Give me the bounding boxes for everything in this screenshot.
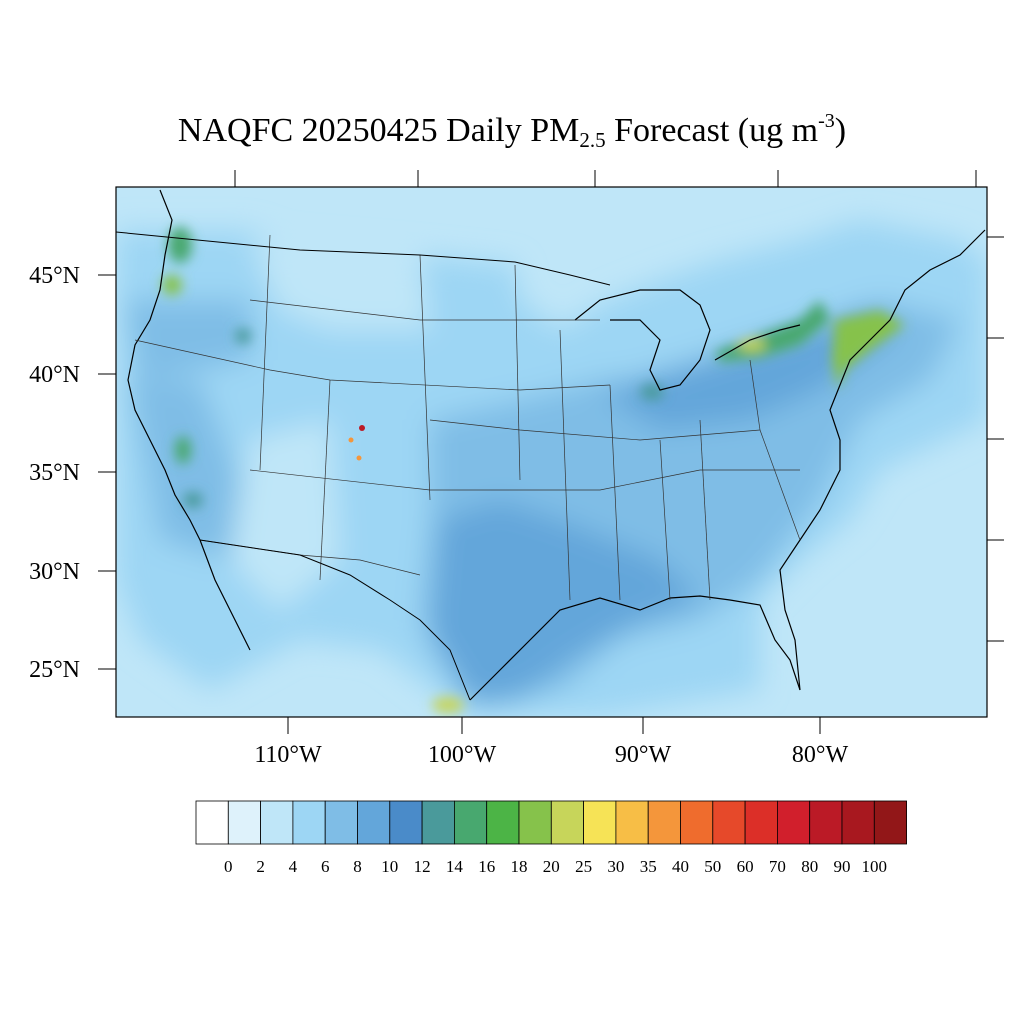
colorbar-swatch xyxy=(647,800,681,845)
colorbar-label: 40 xyxy=(672,857,689,876)
left-ticks xyxy=(98,274,116,670)
colorbar-swatch xyxy=(292,800,326,845)
level-10-field xyxy=(430,500,700,705)
colorbar-label: 100 xyxy=(862,857,888,876)
hotspot-mexico xyxy=(432,697,464,713)
colorbar-label: 60 xyxy=(737,857,754,876)
colorbar-swatch xyxy=(680,800,714,845)
colorbar-swatch xyxy=(486,800,520,845)
coastlines xyxy=(127,189,986,701)
colorbar-swatch xyxy=(809,800,843,845)
colorbar-swatch xyxy=(583,800,617,845)
lon-label-110: 110°W xyxy=(254,742,322,768)
colorbar-label: 50 xyxy=(704,857,721,876)
hotspot-puget-sound xyxy=(168,227,192,263)
colorbar-label: 16 xyxy=(478,857,495,876)
title-middle: Forecast (ug m xyxy=(605,112,819,149)
colorbar-swatch xyxy=(453,800,488,845)
top-ticks xyxy=(234,170,977,187)
hotspot-los-angeles xyxy=(183,492,203,508)
colorbar-label: 10 xyxy=(381,857,398,876)
level-8-california xyxy=(130,380,240,560)
title-prefix: NAQFC 20250425 Daily PM xyxy=(177,112,580,149)
level-10-northeast xyxy=(600,310,900,430)
colorbar-label: 12 xyxy=(414,857,431,876)
great-lakes-shores xyxy=(574,289,711,391)
bottom-ticks xyxy=(287,717,821,734)
level-8-west xyxy=(125,300,250,380)
hotspots xyxy=(162,227,905,713)
colorbar-label: 8 xyxy=(353,857,362,876)
lat-labels: 45°N 40°N 35°N 30°N 25°N xyxy=(29,263,80,683)
colorbar-label: 20 xyxy=(543,857,560,876)
colorbar-label: 2 xyxy=(256,857,265,876)
intl-border xyxy=(116,231,611,701)
state-borders xyxy=(134,234,801,601)
lat-label-40: 40°N xyxy=(29,362,80,388)
colorbar-swatch xyxy=(260,800,294,845)
colorbar-swatch xyxy=(550,800,584,845)
colorbar-label: 6 xyxy=(321,857,330,876)
lon-labels: 110°W 100°W 90°W 80°W xyxy=(254,742,848,768)
pacific-coastline xyxy=(127,189,201,541)
map-title: NAQFC 20250425 Daily PM2.5 Forecast (ug … xyxy=(0,110,1024,152)
colorbar-label: 18 xyxy=(511,857,528,876)
fire-hotspot-3 xyxy=(356,455,362,461)
lon-label-100: 100°W xyxy=(428,742,497,768)
colorbar-swatch xyxy=(324,800,358,845)
title-superscript: -3 xyxy=(818,110,835,132)
colorbar-label: 25 xyxy=(575,857,592,876)
hotspot-central-valley xyxy=(175,436,191,464)
colorbar-swatch xyxy=(389,800,423,845)
right-ticks xyxy=(987,236,1004,642)
colorbar-label: 90 xyxy=(834,857,851,876)
level-4-rockies xyxy=(250,240,430,330)
hotspot-chicago xyxy=(640,384,664,400)
title-suffix: ) xyxy=(834,112,847,149)
colorbar-swatch xyxy=(195,800,229,845)
lon-label-80: 80°W xyxy=(792,742,849,768)
colorbar-label: 0 xyxy=(224,857,233,876)
lat-label-30: 30°N xyxy=(29,559,80,585)
pm25-field xyxy=(116,187,987,717)
colorbar-label: 4 xyxy=(289,857,298,876)
fire-hotspot-2 xyxy=(348,437,354,443)
colorbar-swatch xyxy=(357,800,391,845)
colorbar-swatch xyxy=(777,800,811,845)
colorbar-swatch xyxy=(712,800,746,845)
colorbar-label: 14 xyxy=(446,857,464,876)
level-4-southwest xyxy=(230,420,340,610)
hotspot-lake-erie xyxy=(738,339,766,351)
baja-coast xyxy=(199,539,251,651)
colorbar-label: 35 xyxy=(640,857,657,876)
colorbar-label: 30 xyxy=(607,857,624,876)
colorbar-swatch xyxy=(518,800,552,845)
lake-erie-shore xyxy=(714,324,801,361)
colorbar: 0 2 4 6 8 10 12 14 16 18 20 25 30 35 40 50 60 70 80 90 100 xyxy=(195,800,907,876)
lat-label-25: 25°N xyxy=(29,657,80,683)
fire-hotspot-1 xyxy=(359,425,365,431)
colorbar-swatch xyxy=(873,800,907,845)
colorbar-swatch xyxy=(841,800,875,845)
hotspot-northeast xyxy=(832,310,905,390)
lon-label-90: 90°W xyxy=(615,742,672,768)
atlantic-coast xyxy=(779,229,986,691)
colorbar-swatch xyxy=(421,800,455,845)
map-frame xyxy=(115,186,988,718)
hotspot-portland xyxy=(162,275,182,295)
hotspot-boise xyxy=(235,328,251,344)
colorbar-swatch xyxy=(744,800,778,845)
lat-label-35: 35°N xyxy=(29,460,80,486)
colorbar-swatch xyxy=(227,800,262,845)
colorbar-label: 80 xyxy=(801,857,818,876)
colorbar-label: 70 xyxy=(769,857,786,876)
title-subscript: 2.5 xyxy=(579,128,606,152)
lat-label-45: 45°N xyxy=(29,263,80,289)
colorbar-swatch xyxy=(615,800,649,845)
